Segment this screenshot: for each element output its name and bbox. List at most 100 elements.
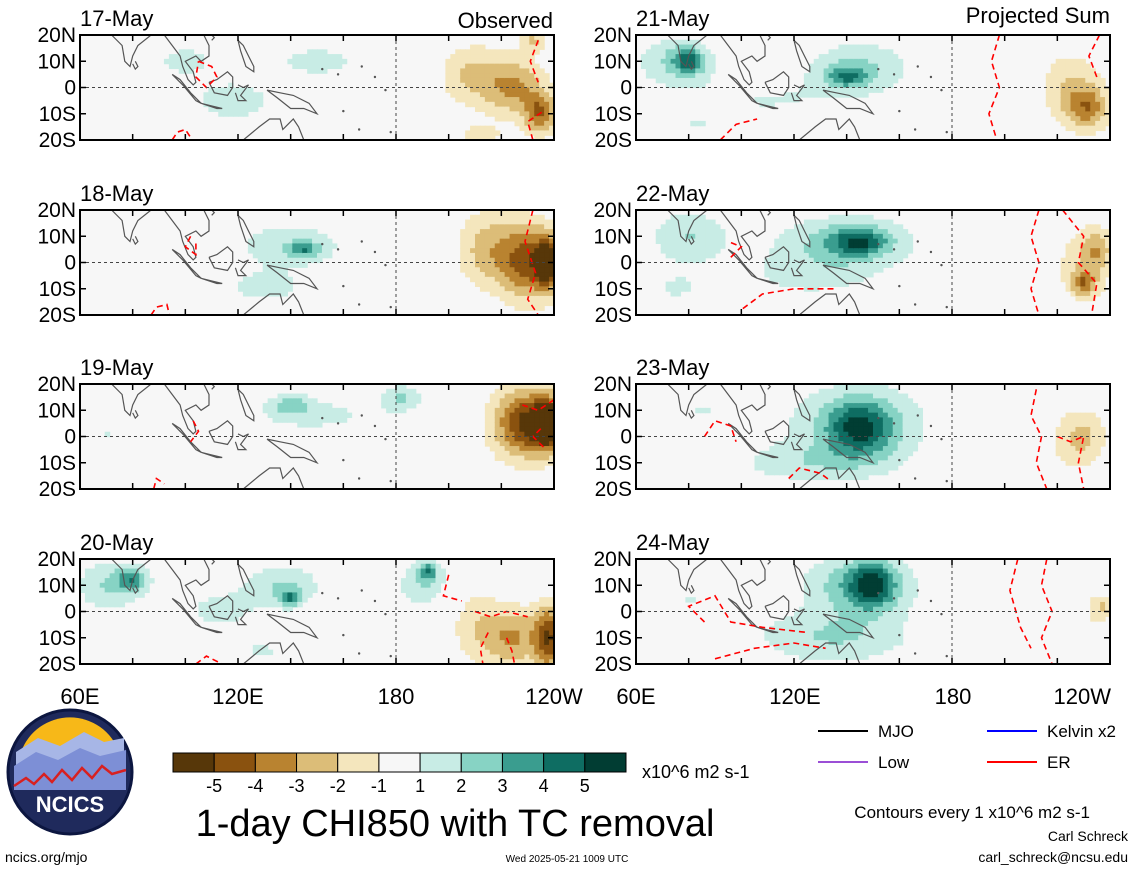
- chi-cell: [882, 465, 889, 471]
- chi-cell: [1080, 111, 1086, 117]
- chi-cell: [504, 272, 511, 278]
- chi-cell: [833, 649, 840, 656]
- chi-cell: [544, 644, 550, 651]
- chi-cell: [208, 601, 214, 608]
- chi-cell: [499, 436, 506, 442]
- chi-cell: [534, 644, 540, 651]
- coastline: [764, 595, 790, 621]
- chi-cell: [789, 97, 795, 103]
- chi-cell: [529, 644, 535, 651]
- chi-cell: [475, 611, 481, 617]
- chi-cell: [529, 446, 535, 452]
- chi-cell: [764, 635, 770, 641]
- chi-cell: [509, 300, 516, 307]
- chi-cell: [504, 393, 511, 399]
- chi-cell: [789, 635, 795, 641]
- chi-cell: [813, 224, 820, 230]
- chi-cell: [233, 592, 239, 598]
- chi-cell: [302, 398, 308, 404]
- chi-cell: [544, 436, 550, 442]
- chi-cell: [549, 441, 554, 447]
- er-contour: [442, 574, 463, 602]
- chi-cell: [287, 573, 293, 579]
- island: [384, 263, 387, 267]
- chi-cell: [685, 73, 691, 79]
- chi-cell: [853, 568, 859, 574]
- chi-cell: [843, 243, 849, 249]
- chi-cell: [539, 384, 545, 390]
- chi-cell: [494, 644, 501, 651]
- chi-cell: [803, 446, 810, 452]
- chi-cell: [665, 82, 672, 89]
- chi-cell: [675, 58, 682, 65]
- island: [929, 599, 933, 603]
- chi-cell: [887, 262, 894, 268]
- chi-cell: [1060, 450, 1067, 457]
- coastline: [688, 236, 695, 246]
- chi-cell: [803, 441, 810, 447]
- chi-cell: [262, 286, 269, 292]
- chi-cell: [848, 417, 854, 423]
- chi-cell: [848, 446, 854, 452]
- chi-cell: [838, 559, 844, 565]
- chi-cell: [813, 446, 820, 452]
- chi-cell: [863, 568, 869, 574]
- chi-cell: [853, 233, 859, 240]
- chi-cell: [873, 229, 879, 235]
- chi-cell: [267, 286, 274, 292]
- chi-cell: [129, 592, 135, 598]
- chi-cell: [680, 73, 686, 79]
- chi-cell: [99, 573, 106, 579]
- chi-cell: [544, 229, 550, 235]
- chi-cell: [499, 68, 506, 74]
- chi-cell: [1055, 63, 1062, 70]
- chi-cell: [519, 210, 525, 216]
- chi-cell: [499, 616, 506, 622]
- chi-cell: [882, 625, 889, 632]
- chi-cell: [534, 616, 540, 622]
- chi-cell: [479, 44, 486, 50]
- chi-cell: [833, 654, 840, 660]
- chi-cell: [907, 578, 914, 584]
- chi-cell: [514, 120, 521, 127]
- chi-cell: [902, 611, 909, 617]
- chi-cell: [302, 58, 308, 65]
- chi-cell: [139, 573, 145, 579]
- chi-cell: [843, 281, 849, 287]
- chi-cell: [257, 582, 264, 589]
- chi-cell: [813, 616, 820, 622]
- chi-cell: [1095, 224, 1101, 230]
- chi-cell: [823, 272, 830, 278]
- chi-cell: [877, 635, 884, 641]
- chi-cell: [1080, 431, 1086, 438]
- chi-cell: [504, 286, 511, 292]
- chi-cell: [848, 568, 854, 574]
- chi-cell: [868, 49, 874, 55]
- chi-cell: [655, 44, 662, 50]
- chi-cell: [287, 601, 293, 608]
- chi-cell: [124, 592, 130, 598]
- coastline: [208, 595, 234, 621]
- colorbar-swatch: [584, 752, 627, 773]
- chi-cell: [460, 238, 466, 245]
- chi-cell: [1060, 106, 1067, 112]
- chi-cell: [877, 601, 884, 608]
- chi-cell: [524, 426, 530, 433]
- chi-cell: [539, 403, 545, 409]
- chi-cell: [1100, 116, 1106, 122]
- chi-cell: [539, 654, 545, 660]
- lat-tick-label: 20N: [37, 24, 76, 47]
- chi-cell: [892, 587, 899, 594]
- chi-cell: [873, 436, 879, 442]
- chi-cell: [1070, 267, 1077, 273]
- chi-cell: [504, 649, 511, 656]
- chi-cell: [868, 393, 874, 399]
- chi-cell: [475, 73, 481, 79]
- chi-cell: [1065, 243, 1072, 249]
- chi-cell: [267, 398, 274, 404]
- chi-cell: [524, 214, 530, 221]
- chi-cell: [504, 630, 511, 636]
- chi-cell: [484, 111, 491, 117]
- chi-cell: [514, 252, 521, 259]
